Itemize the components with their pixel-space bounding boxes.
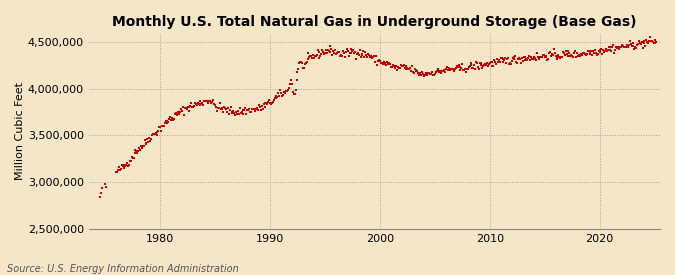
Title: Monthly U.S. Total Natural Gas in Underground Storage (Base Gas): Monthly U.S. Total Natural Gas in Underg… bbox=[112, 15, 637, 29]
Y-axis label: Million Cubic Feet: Million Cubic Feet bbox=[15, 82, 25, 180]
Text: Source: U.S. Energy Information Administration: Source: U.S. Energy Information Administ… bbox=[7, 264, 238, 274]
